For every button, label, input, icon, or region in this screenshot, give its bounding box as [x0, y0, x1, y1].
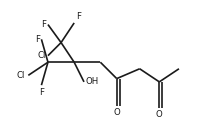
- Text: OH: OH: [86, 77, 99, 86]
- Text: Cl: Cl: [17, 71, 25, 80]
- Text: F: F: [76, 12, 81, 21]
- Text: F: F: [39, 88, 44, 97]
- Text: Cl: Cl: [38, 51, 46, 60]
- Text: O: O: [156, 110, 163, 119]
- Text: O: O: [113, 108, 120, 117]
- Text: F: F: [35, 35, 40, 44]
- Text: F: F: [41, 20, 46, 29]
